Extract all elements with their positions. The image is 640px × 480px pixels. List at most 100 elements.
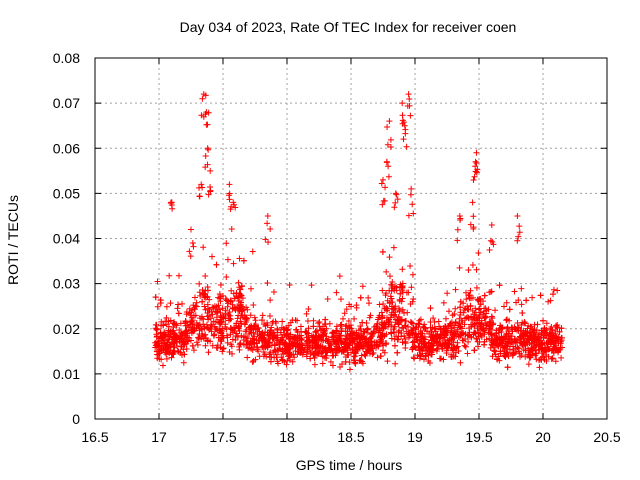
data-point xyxy=(386,254,393,261)
data-point xyxy=(169,338,176,345)
data-point xyxy=(407,300,414,307)
data-point xyxy=(182,328,189,335)
data-point xyxy=(230,324,237,331)
data-point xyxy=(516,229,523,236)
data-point xyxy=(193,339,200,346)
data-point xyxy=(394,196,401,203)
data-points xyxy=(152,91,565,373)
data-point xyxy=(416,347,423,354)
data-point xyxy=(199,298,206,305)
data-point xyxy=(487,325,494,332)
data-point xyxy=(160,322,167,329)
data-point xyxy=(391,323,398,330)
data-point xyxy=(555,336,562,343)
data-point xyxy=(492,307,499,314)
data-point xyxy=(406,95,413,102)
data-point xyxy=(488,313,495,320)
data-point xyxy=(336,273,343,280)
data-point xyxy=(323,333,330,340)
data-point xyxy=(186,334,193,341)
data-point xyxy=(408,319,415,326)
data-point xyxy=(174,305,181,312)
data-point xyxy=(294,335,301,342)
data-point xyxy=(511,288,518,295)
data-point xyxy=(538,330,545,337)
data-point xyxy=(286,282,293,289)
data-point xyxy=(401,322,408,329)
data-point xyxy=(510,350,517,357)
data-point xyxy=(462,343,469,350)
data-point xyxy=(170,350,177,357)
data-point xyxy=(207,322,214,329)
data-point xyxy=(311,361,318,368)
data-point xyxy=(529,294,536,301)
data-point xyxy=(268,342,275,349)
data-point xyxy=(407,112,414,119)
data-point xyxy=(250,301,257,308)
data-point xyxy=(503,299,510,306)
data-point xyxy=(444,329,451,336)
data-point xyxy=(228,287,235,294)
data-point xyxy=(267,327,274,334)
data-point xyxy=(254,344,261,351)
data-point xyxy=(339,315,346,322)
data-point xyxy=(266,312,273,319)
data-point xyxy=(179,300,186,307)
data-point xyxy=(156,350,163,357)
data-point xyxy=(237,340,244,347)
data-point xyxy=(267,358,274,365)
data-point xyxy=(341,310,348,317)
data-point xyxy=(224,256,231,263)
data-point xyxy=(466,325,473,332)
data-point xyxy=(524,340,531,347)
data-point xyxy=(444,290,451,297)
data-point xyxy=(158,356,165,363)
data-point xyxy=(399,266,406,273)
data-point xyxy=(549,355,556,362)
data-point xyxy=(207,325,214,332)
data-point xyxy=(260,321,267,328)
data-point xyxy=(386,273,393,280)
data-point xyxy=(227,331,234,338)
grid-lines xyxy=(95,58,607,419)
data-point xyxy=(475,249,482,256)
data-point xyxy=(264,212,271,219)
data-point xyxy=(539,353,546,360)
data-point xyxy=(445,308,452,315)
data-point xyxy=(331,339,338,346)
data-point xyxy=(223,297,230,304)
data-point xyxy=(454,339,461,346)
data-point xyxy=(393,191,400,198)
data-point xyxy=(404,309,411,316)
data-point xyxy=(313,327,320,334)
data-point xyxy=(153,342,160,349)
data-point xyxy=(238,299,245,306)
data-point xyxy=(329,362,336,369)
data-point xyxy=(387,136,394,143)
data-point xyxy=(199,95,206,102)
data-point xyxy=(411,334,418,341)
data-point xyxy=(200,244,207,251)
data-point xyxy=(493,356,500,363)
data-point xyxy=(526,351,533,358)
data-point xyxy=(398,316,405,323)
data-point xyxy=(513,337,520,344)
data-point xyxy=(353,334,360,341)
data-point xyxy=(433,337,440,344)
data-point xyxy=(152,321,159,328)
data-point xyxy=(446,336,453,343)
data-point xyxy=(457,359,464,366)
data-point xyxy=(283,333,290,340)
data-point xyxy=(237,286,244,293)
data-point xyxy=(228,203,235,210)
data-point xyxy=(414,352,421,359)
data-point xyxy=(193,299,200,306)
data-point xyxy=(377,353,384,360)
data-point xyxy=(399,295,406,302)
data-point xyxy=(436,335,443,342)
data-point xyxy=(391,329,398,336)
data-point xyxy=(555,346,562,353)
data-point xyxy=(379,248,386,255)
data-point xyxy=(249,248,256,255)
data-point xyxy=(356,357,363,364)
